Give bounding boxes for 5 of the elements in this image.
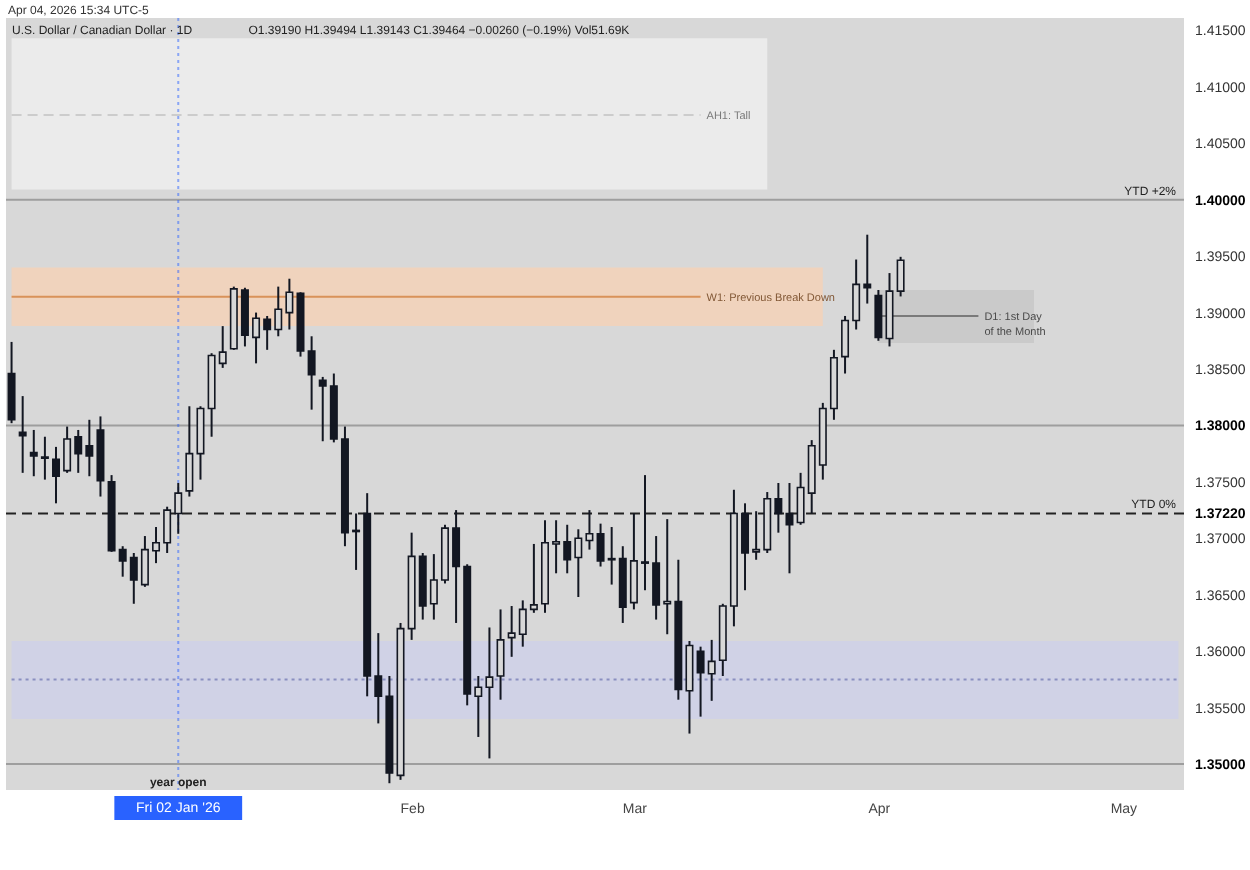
candlestick <box>307 335 316 411</box>
candlestick <box>874 289 883 342</box>
candlestick <box>7 340 16 425</box>
candlestick <box>496 608 505 701</box>
candlestick <box>18 395 27 474</box>
